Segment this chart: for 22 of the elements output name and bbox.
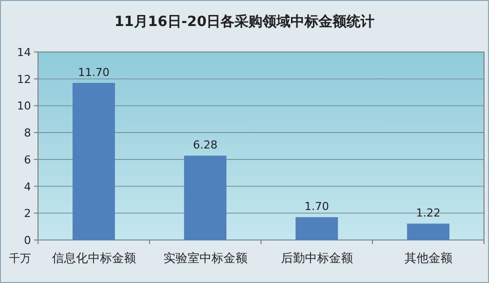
y-tick-label: 4	[24, 180, 31, 194]
x-tick-label: 其他金额	[404, 251, 452, 265]
bar	[296, 217, 338, 240]
y-tick-label: 0	[24, 234, 31, 247]
y-tick-label: 8	[24, 126, 31, 140]
data-label: 1.70	[304, 200, 329, 214]
bar	[184, 156, 226, 240]
x-tick-label: 信息化中标金额	[52, 251, 136, 265]
data-label: 6.28	[193, 138, 218, 152]
y-tick-label: 12	[17, 72, 31, 86]
x-tick-label: 后勤中标金额	[280, 251, 353, 265]
y-axis-title: 千万	[9, 252, 31, 265]
bar	[72, 82, 115, 240]
x-tick-label: 实验室中标金额	[163, 251, 248, 265]
bar	[407, 224, 450, 240]
data-label: 11.70	[78, 66, 110, 79]
data-label: 1.22	[416, 206, 440, 220]
y-tick-label: 6	[24, 153, 31, 166]
chart-title: 11月16日-20日各采购领域中标金额统计	[114, 13, 375, 30]
y-tick-label: 10	[17, 100, 31, 113]
y-tick-label: 2	[24, 207, 31, 220]
y-tick-label: 14	[17, 46, 31, 59]
